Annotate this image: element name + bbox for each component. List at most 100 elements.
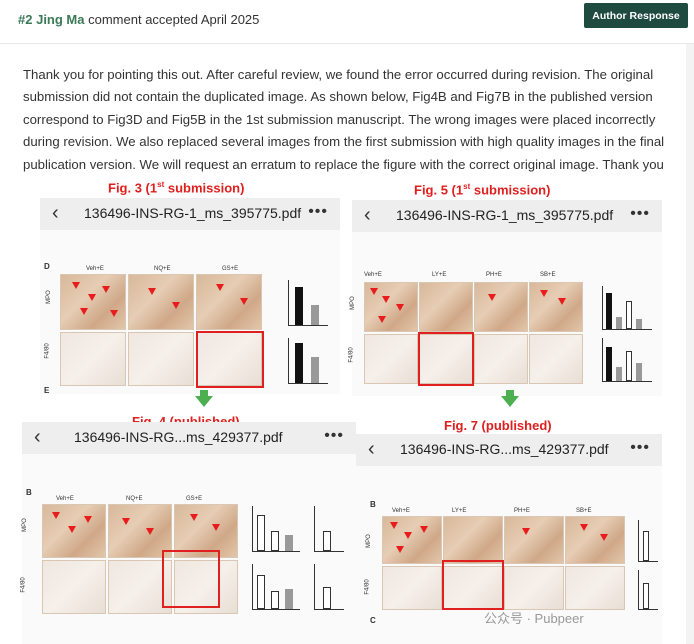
arrow-marker — [190, 514, 198, 521]
fig4-row-f480: F4/80 — [20, 577, 27, 593]
arrow-marker — [122, 518, 130, 525]
arrow-marker — [390, 522, 398, 529]
arrow-marker — [396, 546, 404, 553]
fig4-f480-gs — [174, 560, 238, 614]
fig4-mpo-nq — [108, 504, 172, 558]
wechat-watermark: 公众号 · Pubpeer — [484, 611, 584, 626]
fig7-bottom-letter: C — [370, 616, 376, 625]
fig3-bottom-letter: E — [44, 386, 50, 395]
fig7-panel-letter: B — [370, 500, 376, 509]
fig3-label: Fig. 3 (1st submission) — [108, 180, 245, 196]
chart-bar — [311, 357, 319, 383]
fig4-panel: ‹ 136496-INS-RG...ms_429377.pdf ••• B Ve… — [20, 422, 356, 644]
arrow-marker — [172, 302, 180, 309]
arrow-marker — [148, 288, 156, 295]
fig7-mpo-ly — [443, 516, 503, 564]
fig3-row-mpo: MPO — [45, 290, 52, 304]
comment-author[interactable]: Jing Ma — [36, 12, 85, 27]
fig7-filename: 136496-INS-RG...ms_429377.pdf — [400, 441, 609, 457]
fig7-f480-chart — [638, 570, 658, 610]
chart-bar — [295, 287, 303, 325]
fig3-group-3: GS+E — [222, 266, 239, 272]
fig5-row-mpo: MPO — [349, 296, 356, 310]
fig4-filename: 136496-INS-RG...ms_429377.pdf — [74, 429, 283, 445]
more-icon[interactable]: ••• — [630, 205, 650, 222]
more-icon[interactable]: ••• — [324, 427, 344, 444]
fig5-panel: ‹ 136496-INS-RG-1_ms_395775.pdf ••• Veh+… — [348, 200, 662, 396]
chart-bar — [257, 515, 265, 551]
chart-bar — [311, 305, 319, 325]
fig7-f480-ph — [504, 566, 564, 610]
fig4-highlight-box — [162, 550, 220, 608]
arrow-marker — [88, 294, 96, 301]
fig4-group-3: GS+E — [186, 496, 203, 502]
fig4-panel-letter: B — [26, 488, 32, 497]
fig7-highlight-box — [442, 560, 504, 610]
arrow-marker — [52, 512, 60, 519]
fig7-group-4: SB+E — [576, 508, 592, 514]
scrollbar-track[interactable] — [686, 44, 694, 644]
fig4-f480-veh — [42, 560, 106, 614]
chart-bar — [616, 317, 622, 329]
comment-number[interactable]: #2 — [18, 12, 33, 27]
fig7-f480-sb — [565, 566, 625, 610]
fig3-group-2: NQ+E — [154, 266, 171, 272]
chart-bar — [285, 535, 293, 551]
fig5-mpo-ly — [419, 282, 473, 332]
chart-bar — [626, 351, 632, 381]
fig7-f480-ly — [443, 566, 503, 610]
fig7-toolbar: ‹ 136496-INS-RG...ms_429377.pdf ••• — [356, 434, 662, 466]
fig5-highlight-box — [418, 332, 474, 386]
fig3-mpo-chart — [288, 280, 328, 326]
back-icon[interactable]: ‹ — [364, 204, 371, 226]
fig5-mpo-sb — [529, 282, 583, 332]
comment-meta: #2 Jing Ma comment accepted April 2025 — [18, 12, 259, 27]
chart-bar — [285, 589, 293, 609]
arrow-marker — [382, 296, 390, 303]
more-icon[interactable]: ••• — [630, 439, 650, 456]
arrow-marker — [522, 528, 530, 535]
back-icon[interactable]: ‹ — [368, 438, 375, 460]
fig4-mpo-chart — [252, 506, 300, 552]
arrow-marker — [72, 282, 80, 289]
fig5-group-3: PH+E — [486, 272, 502, 278]
fig4-f480-nq — [108, 560, 172, 614]
fig7-group-2: LY+E — [452, 508, 467, 514]
arrow-marker — [420, 526, 428, 533]
chart-bar — [606, 293, 612, 329]
arrow-marker — [240, 298, 248, 305]
comment-body: Thank you for pointing this out. After c… — [23, 67, 665, 172]
fig5-f480-ph — [474, 334, 528, 384]
fig7-group-3: PH+E — [514, 508, 530, 514]
fig7-panel: ‹ 136496-INS-RG...ms_429377.pdf ••• B Ve… — [356, 434, 662, 644]
fig7-row-f480: F4/80 — [364, 579, 371, 595]
chart-bar — [616, 367, 622, 381]
more-icon[interactable]: ••• — [308, 203, 328, 220]
arrow-marker — [600, 534, 608, 541]
comparison-figure: Fig. 3 (1st submission) Fig. 5 (1st subm… — [20, 176, 672, 644]
arrow-marker — [370, 288, 378, 295]
arrow-marker — [488, 294, 496, 301]
chart-bar — [323, 531, 331, 551]
author-response-button[interactable]: Author Response — [584, 3, 688, 28]
back-icon[interactable]: ‹ — [52, 202, 59, 224]
back-icon[interactable]: ‹ — [34, 426, 41, 448]
fig5-row-f480: F4/80 — [348, 347, 355, 363]
arrow-marker — [68, 526, 76, 533]
chart-bar — [626, 301, 632, 329]
fig3-panel-letter: D — [44, 262, 50, 271]
fig5-group-4: SB+E — [540, 272, 556, 278]
chart-bar — [643, 531, 649, 561]
fig3-mpo-gs — [196, 274, 262, 330]
fig4-group-1: Veh+E — [56, 496, 74, 502]
green-arrow-stem — [200, 390, 208, 396]
chart-bar — [636, 319, 642, 329]
green-arrow-left — [195, 396, 213, 407]
arrow-marker — [110, 310, 118, 317]
chart-bar — [606, 347, 612, 381]
arrow-marker — [80, 308, 88, 315]
fig3-filename: 136496-INS-RG-1_ms_395775.pdf — [84, 205, 302, 221]
chart-bar — [643, 583, 649, 609]
chart-bar — [257, 575, 265, 609]
fig7-mpo-chart — [638, 520, 658, 562]
